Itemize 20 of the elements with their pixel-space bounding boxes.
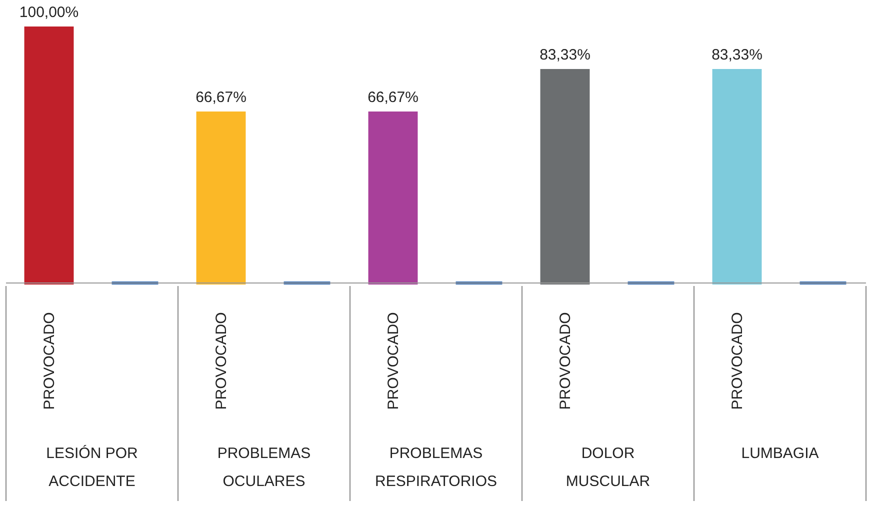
data-label: 100,00%	[19, 4, 79, 21]
text: DOLOR MUSCULAR	[566, 445, 650, 490]
text: LESIÓN POR ACCIDENTE	[46, 444, 138, 490]
x-tick-label: PROVOCADO	[385, 312, 402, 410]
text: LUMBAGIA	[741, 445, 819, 462]
data-label: 66,67%	[368, 88, 418, 106]
bar	[24, 26, 74, 284]
data-label: 83,33%	[540, 46, 590, 64]
bar	[196, 111, 246, 284]
x-tick-label: PROVOCADO	[557, 312, 574, 410]
bar	[712, 69, 762, 284]
bar	[540, 69, 590, 284]
x-tick-label: PROVOCADO	[729, 312, 746, 410]
data-label: 66,67%	[196, 88, 246, 106]
text: PROBLEMAS OCULARES	[217, 445, 311, 490]
x-tick-label: PROVOCADO	[41, 312, 58, 410]
text: PROBLEMAS RESPIRATORIOS	[375, 445, 497, 490]
bar	[368, 111, 418, 284]
data-label: 83,33%	[712, 46, 762, 64]
x-tick-label: PROVOCADO	[213, 312, 230, 410]
